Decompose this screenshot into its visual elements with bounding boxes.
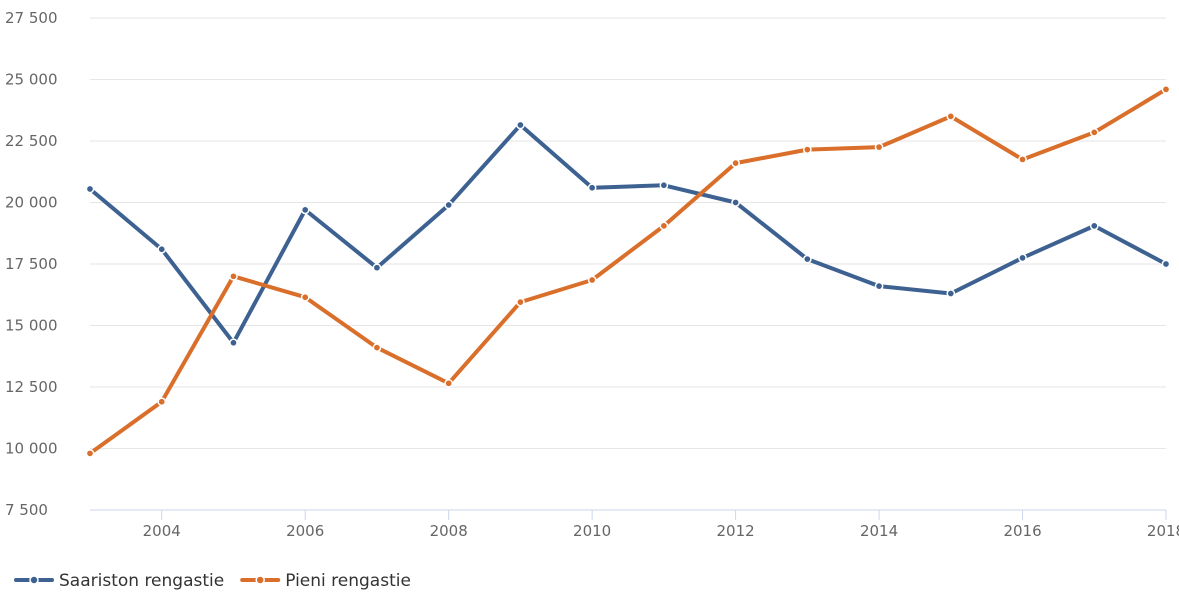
- x-tick-label: 2014: [860, 522, 898, 540]
- data-point: [1161, 259, 1171, 269]
- legend-marker: [255, 575, 265, 585]
- data-point: [659, 180, 669, 190]
- y-tick-label: 20 000: [5, 194, 58, 212]
- data-point: [85, 449, 95, 458]
- data-point: [444, 378, 454, 388]
- grid-layer: [90, 17, 1166, 449]
- y-tick-label: 10 000: [5, 440, 58, 458]
- data-point: [587, 183, 597, 193]
- data-point: [157, 244, 167, 254]
- data-point: [372, 263, 382, 273]
- data-point: [802, 145, 812, 154]
- y-tick-label: 25 000: [5, 71, 58, 89]
- data-point: [946, 112, 956, 121]
- y-axis: 7 500 10 000 12 500 15 000 17 500 20 000 22 50…: [5, 9, 58, 519]
- data-point: [731, 198, 740, 207]
- x-tick-label: 2006: [286, 522, 324, 540]
- legend-label: Saariston rengastie: [59, 571, 224, 591]
- data-point: [587, 275, 597, 285]
- x-tick-label: 2010: [573, 522, 611, 540]
- x-tick-label: 2012: [717, 522, 755, 540]
- y-tick-label: 27 500: [5, 9, 58, 27]
- data-point: [1018, 155, 1027, 164]
- y-tick-label: 12 500: [5, 378, 58, 396]
- data-point: [1018, 253, 1027, 263]
- y-tick-label: 15 000: [5, 317, 58, 335]
- x-axis: 2004 2006 2008 2010 2012 2014 2016 2018: [90, 509, 1179, 540]
- data-point: [516, 120, 525, 130]
- x-tick-label: 2004: [143, 522, 181, 540]
- data-point: [1161, 84, 1171, 94]
- series-2: [85, 84, 1171, 458]
- y-tick-label: 17 500: [5, 255, 58, 273]
- data-point: [802, 254, 812, 264]
- data-point: [946, 289, 956, 298]
- data-point: [731, 158, 740, 168]
- series-layer: [85, 84, 1171, 458]
- series-1: [85, 120, 1171, 348]
- legend-item[interactable]: Pieni rengastie: [240, 571, 411, 591]
- series-line: [88, 123, 1168, 345]
- legend-label: Pieni rengastie: [285, 571, 411, 591]
- x-tick-label: 2018: [1147, 522, 1179, 540]
- x-tick-label: 2008: [430, 522, 468, 540]
- legend: Saariston rengastie Pieni rengastie: [14, 571, 411, 591]
- y-tick-label: 7 500: [5, 501, 48, 519]
- data-point: [516, 297, 525, 307]
- data-point: [1089, 221, 1099, 231]
- legend-marker: [29, 575, 39, 585]
- data-point: [659, 221, 669, 231]
- y-tick-label: 22 500: [5, 132, 58, 150]
- data-point: [444, 200, 454, 210]
- data-point: [372, 343, 382, 352]
- legend-item[interactable]: Saariston rengastie: [14, 571, 224, 591]
- data-point: [874, 142, 884, 152]
- data-point: [85, 184, 95, 194]
- data-point: [300, 205, 310, 215]
- data-point: [300, 292, 310, 302]
- data-point: [229, 271, 238, 281]
- data-point: [874, 281, 884, 291]
- x-tick-label: 2016: [1003, 522, 1041, 540]
- data-point: [229, 338, 238, 348]
- data-point: [1089, 128, 1099, 137]
- data-point: [157, 397, 167, 407]
- series-line: [88, 87, 1168, 456]
